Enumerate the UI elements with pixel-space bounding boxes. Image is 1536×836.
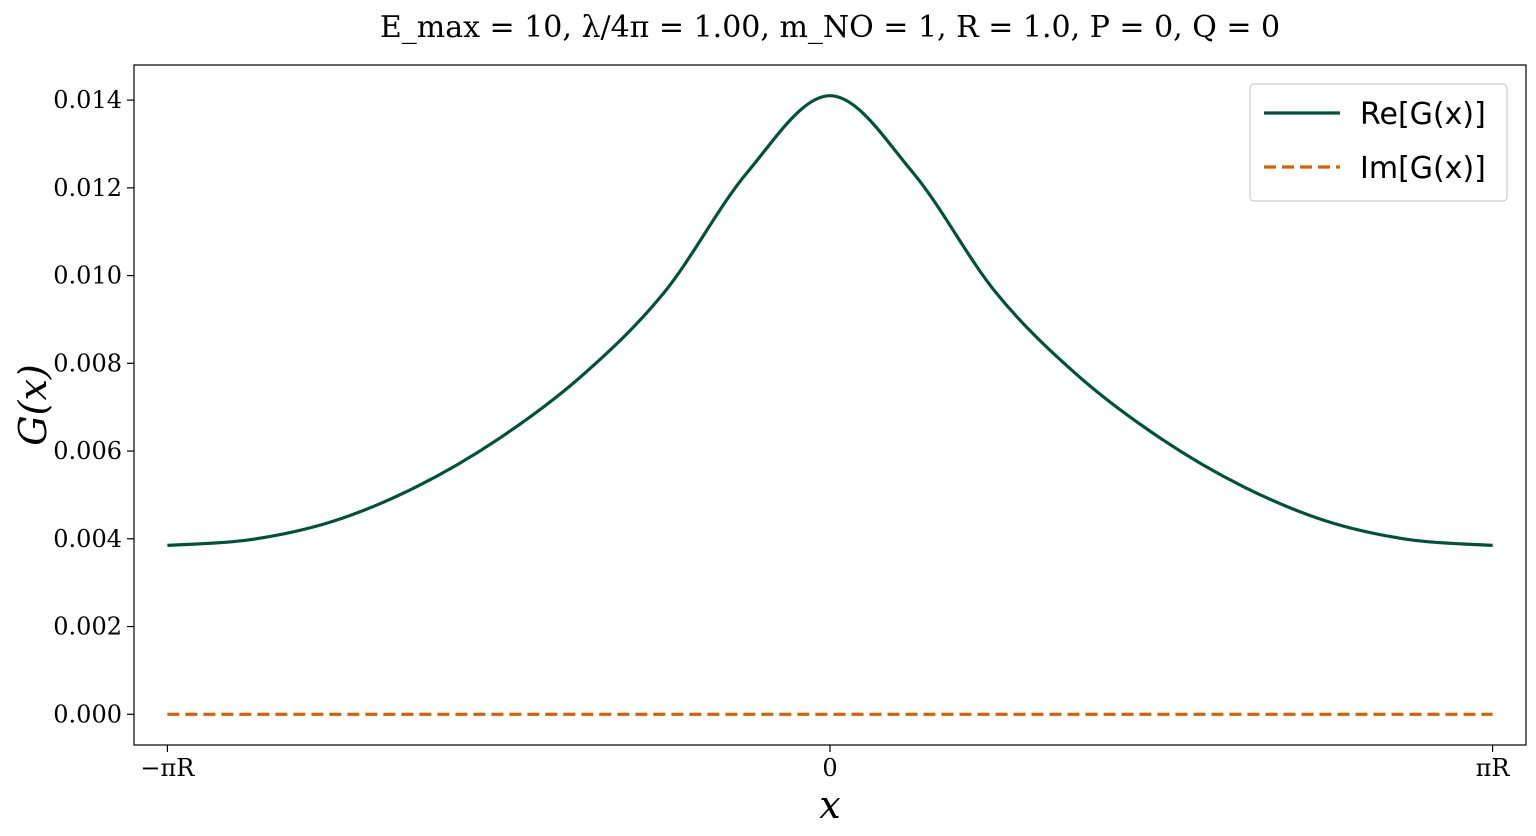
x-tick-label: −πR xyxy=(140,754,195,782)
series-line-re xyxy=(167,94,1493,547)
series-layer xyxy=(167,94,1493,716)
y-tick-label: 0.010 xyxy=(53,262,122,290)
x-tick-label: 0 xyxy=(822,754,837,782)
x-axis-label: x xyxy=(819,783,840,827)
y-tick-label: 0.006 xyxy=(53,437,122,465)
y-axis-ticks: 0.000 0.002 0.004 0.006 0.008 0.010 0.012 0.014 xyxy=(53,86,134,728)
x-axis-ticks: −πR 0 πR xyxy=(140,745,1510,782)
y-tick-label: 0.000 xyxy=(53,700,122,728)
legend-label-re: Re[G(x)] xyxy=(1360,97,1486,132)
chart-title: E_max = 10, λ/4π = 1.00, m_NO = 1, R = 1… xyxy=(380,10,1280,45)
y-tick-label: 0.012 xyxy=(53,174,122,202)
y-tick-label: 0.008 xyxy=(53,349,122,377)
y-axis-label: G(x) xyxy=(11,364,55,445)
y-tick-label: 0.004 xyxy=(53,525,122,553)
y-tick-label: 0.002 xyxy=(53,613,122,641)
legend-label-im: Im[G(x)] xyxy=(1360,151,1486,186)
legend: Re[G(x)] Im[G(x)] xyxy=(1249,83,1508,202)
y-tick-label: 0.014 xyxy=(53,86,122,114)
x-tick-label: πR xyxy=(1476,754,1511,782)
